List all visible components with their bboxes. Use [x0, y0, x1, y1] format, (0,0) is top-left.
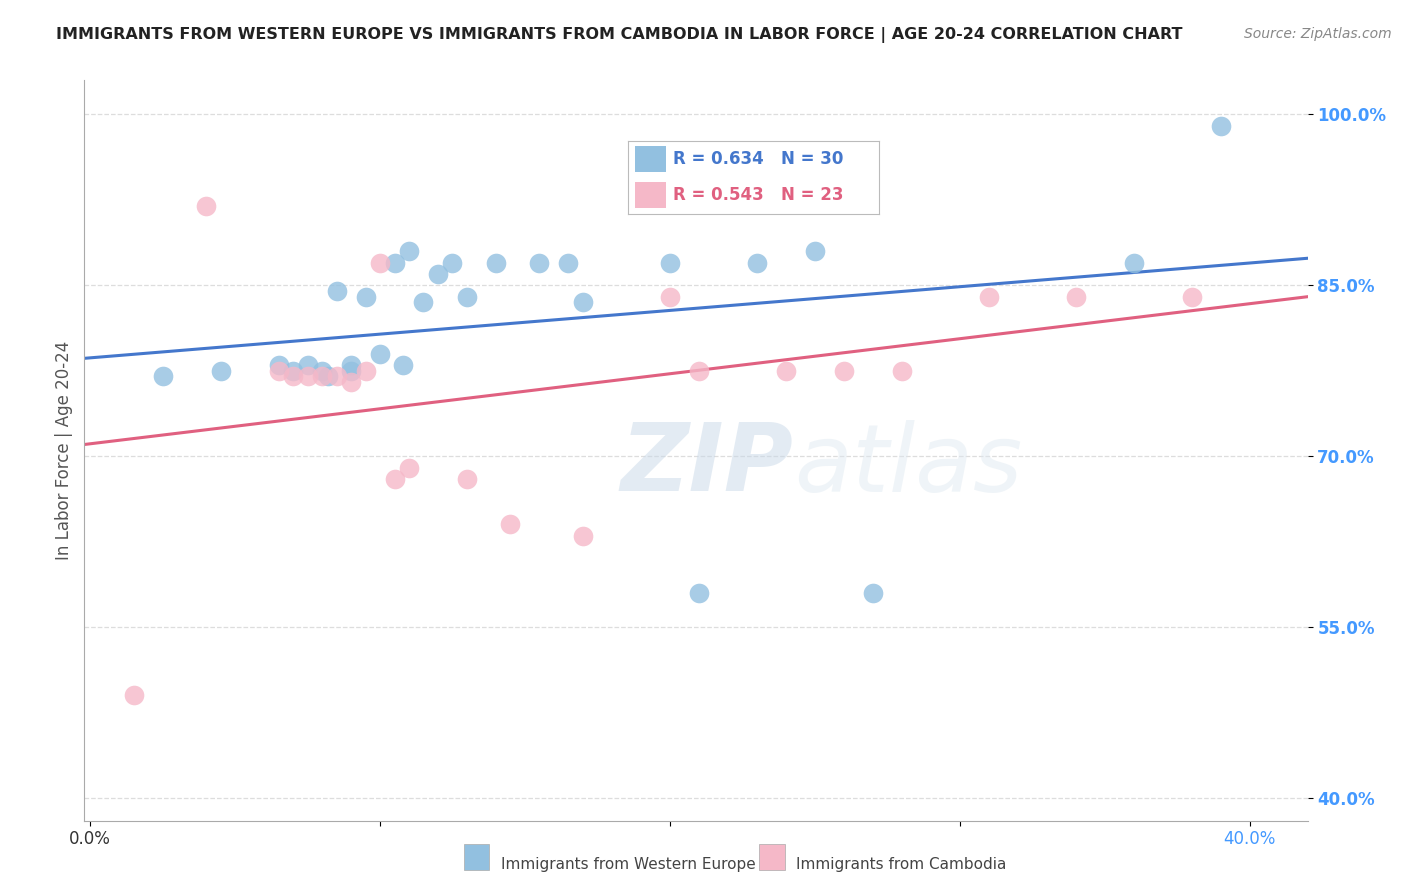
Text: atlas: atlas: [794, 420, 1022, 511]
Point: [122, 689, 145, 703]
Point: [658, 290, 681, 304]
Point: [427, 267, 450, 281]
Point: [1064, 290, 1087, 304]
Point: [977, 290, 1000, 304]
Point: [384, 472, 406, 486]
Text: R = 0.634   N = 30: R = 0.634 N = 30: [673, 151, 844, 169]
Point: [862, 586, 884, 600]
Bar: [636, 146, 665, 172]
Point: [485, 255, 508, 269]
Text: IMMIGRANTS FROM WESTERN EUROPE VS IMMIGRANTS FROM CAMBODIA IN LABOR FORCE | AGE : IMMIGRANTS FROM WESTERN EUROPE VS IMMIGR…: [56, 27, 1182, 43]
Point: [281, 369, 304, 384]
Point: [1122, 255, 1144, 269]
Point: [398, 244, 420, 259]
Point: [456, 472, 478, 486]
Point: [209, 364, 232, 378]
Point: [297, 358, 319, 372]
Point: [354, 290, 377, 304]
Point: [688, 364, 710, 378]
Y-axis label: In Labor Force | Age 20-24: In Labor Force | Age 20-24: [55, 341, 73, 560]
Point: [340, 375, 363, 389]
Text: Immigrants from Western Europe: Immigrants from Western Europe: [501, 857, 755, 871]
Point: [557, 255, 579, 269]
Point: [311, 364, 333, 378]
Point: [745, 255, 768, 269]
Point: [441, 255, 464, 269]
Point: [456, 290, 478, 304]
Point: [368, 346, 391, 360]
Point: [325, 369, 347, 384]
Bar: [636, 182, 665, 208]
Point: [398, 460, 420, 475]
Point: [775, 364, 797, 378]
Text: R = 0.543   N = 23: R = 0.543 N = 23: [673, 186, 844, 203]
Point: [572, 295, 595, 310]
Text: Immigrants from Cambodia: Immigrants from Cambodia: [796, 857, 1007, 871]
Text: Source: ZipAtlas.com: Source: ZipAtlas.com: [1244, 27, 1392, 41]
Point: [340, 358, 363, 372]
Point: [368, 255, 391, 269]
Point: [325, 284, 347, 298]
Point: [688, 586, 710, 600]
Point: [267, 364, 290, 378]
Point: [311, 369, 333, 384]
Point: [832, 364, 855, 378]
Point: [195, 198, 218, 212]
Point: [384, 255, 406, 269]
Point: [499, 517, 522, 532]
Point: [890, 364, 912, 378]
Point: [281, 364, 304, 378]
Point: [804, 244, 827, 259]
Point: [340, 364, 363, 378]
Point: [152, 369, 174, 384]
Point: [316, 369, 339, 384]
Point: [392, 358, 415, 372]
Point: [1209, 119, 1232, 133]
Point: [354, 364, 377, 378]
Point: [1181, 290, 1204, 304]
Point: [297, 369, 319, 384]
Point: [572, 529, 595, 543]
Point: [529, 255, 551, 269]
Point: [412, 295, 434, 310]
Point: [267, 358, 290, 372]
Point: [658, 255, 681, 269]
Text: ZIP: ZIP: [621, 419, 794, 511]
